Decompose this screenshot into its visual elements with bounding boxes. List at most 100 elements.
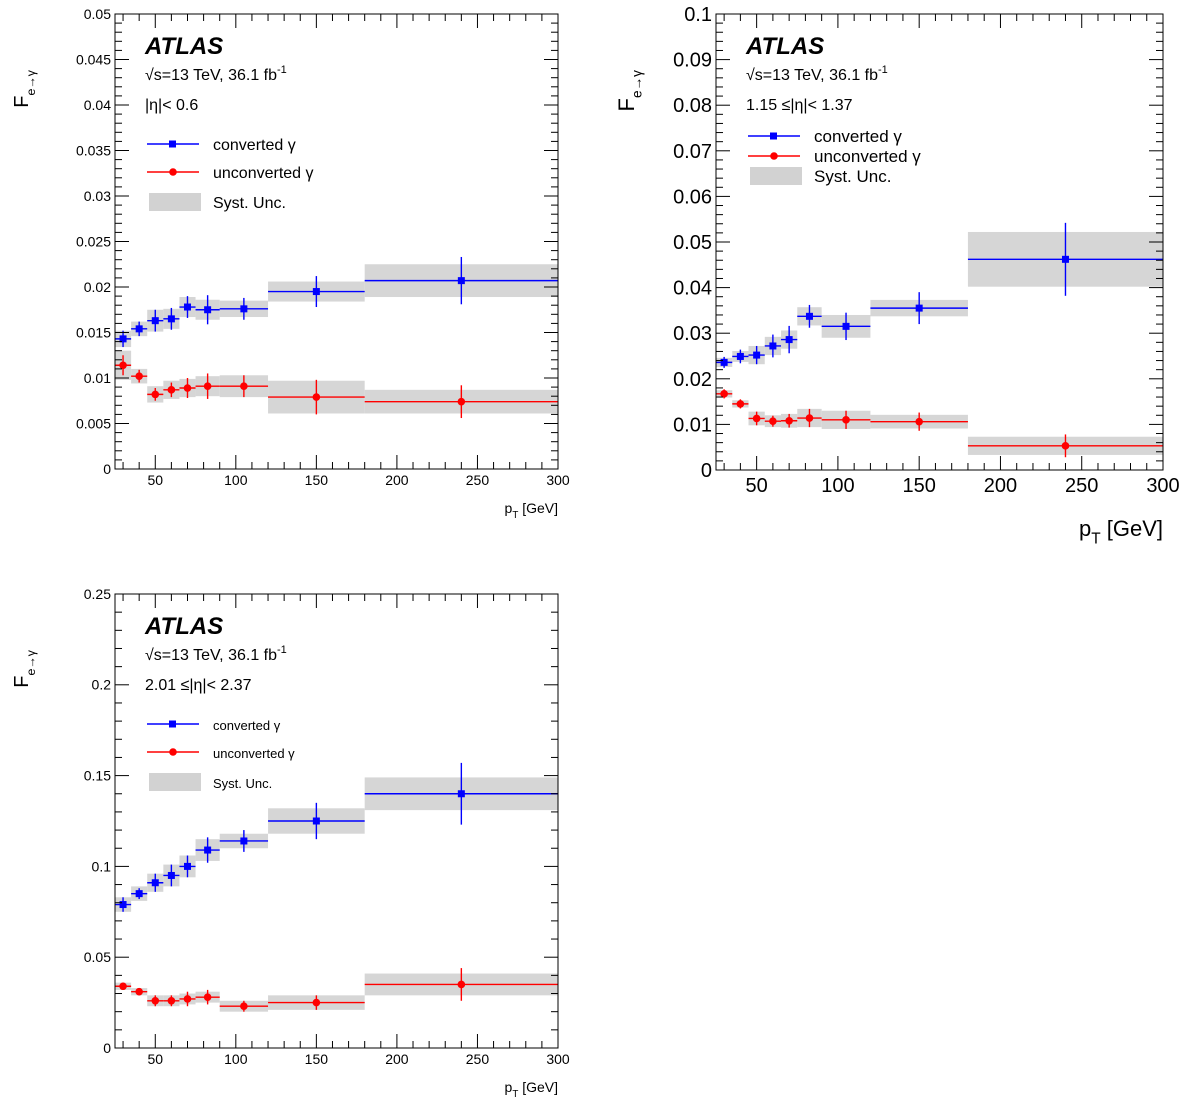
y-tick-label: 0.08 (673, 95, 712, 117)
data-point-circle (752, 414, 761, 423)
data-point-square (769, 342, 777, 350)
data-point-circle (119, 982, 127, 991)
x-tick-label: 250 (1065, 475, 1098, 497)
x-tick-label: 150 (305, 472, 329, 488)
data-point-circle (312, 998, 321, 1007)
y-tick-label: 0.04 (673, 278, 712, 300)
data-point-square (204, 306, 212, 314)
y-tick-label: 0.1 (684, 4, 712, 26)
data-point-circle (203, 382, 212, 390)
plot-area (115, 256, 558, 419)
legend-syst-swatch (750, 167, 802, 185)
plot-area (115, 762, 558, 1012)
x-tick-label: 50 (746, 475, 768, 497)
data-point-square (312, 288, 320, 296)
data-point-circle (240, 1002, 248, 1011)
data-point-circle (915, 417, 923, 426)
y-tick-label: 0.07 (673, 141, 712, 163)
data-point-circle (240, 382, 248, 390)
y-tick-label: 0.06 (673, 186, 712, 208)
energy-label: √s=13 TeV, 36.1 fb-1 (145, 64, 287, 84)
data-point-circle (151, 996, 160, 1005)
data-point-circle (183, 995, 192, 1003)
data-point-circle (183, 384, 192, 392)
legend-marker-circle (169, 168, 177, 176)
data-point-circle (135, 987, 143, 996)
y-tick-label: 0.2 (92, 677, 112, 693)
x-tick-label: 300 (546, 472, 570, 488)
data-point-square (240, 305, 248, 313)
energy-label: √s=13 TeV, 36.1 fb-1 (145, 644, 287, 664)
legend-label-syst: Syst. Unc. (213, 776, 272, 791)
y-tick-label: 0.03 (673, 323, 712, 345)
energy-label: √s=13 TeV, 36.1 fb-1 (746, 64, 888, 84)
y-tick-label: 0.035 (76, 142, 111, 158)
data-point-square (457, 277, 465, 285)
y-tick-label: 0.03 (84, 188, 111, 204)
y-tick-label: 0.02 (673, 369, 712, 391)
atlas-label: ATLAS (745, 33, 824, 60)
legend-marker-circle (169, 748, 177, 756)
legend-marker-square (169, 720, 176, 728)
data-point-square (167, 315, 175, 323)
data-point-circle (119, 361, 127, 370)
data-point-square (785, 336, 793, 344)
x-tick-label: 150 (902, 475, 935, 497)
legend-label-unconverted: unconverted γ (814, 147, 921, 166)
data-point-circle (1061, 442, 1070, 450)
data-point-square (183, 862, 191, 870)
data-point-circle (457, 980, 466, 989)
data-point-circle (805, 414, 814, 422)
y-tick-label: 0.025 (76, 233, 111, 249)
x-tick-label: 200 (385, 472, 409, 488)
legend-label-unconverted: unconverted γ (213, 746, 295, 761)
data-point-circle (151, 390, 160, 399)
chart-panel-1: 0 0.005 0.01 0.015 0.02 0.025 0.03 0.035 0.04 0.0… (11, 6, 570, 521)
x-tick-label: 50 (147, 472, 163, 488)
y-tick-label: 0.05 (84, 6, 111, 22)
y-tick-label: 0.04 (84, 97, 111, 113)
legend-label-syst: Syst. Unc. (814, 167, 891, 186)
data-point-circle (135, 372, 143, 380)
y-tick-label: 0.01 (84, 370, 111, 386)
legend-marker-square (770, 132, 777, 140)
data-point-square (183, 303, 191, 311)
y-tick-label: 0.15 (84, 768, 111, 784)
x-axis-label: pT [GeV] (505, 500, 558, 521)
x-axis-label: pT [GeV] (1079, 516, 1163, 548)
y-tick-label: 0 (103, 461, 111, 477)
y-tick-label: 0.02 (84, 279, 111, 295)
atlas-label: ATLAS (144, 33, 223, 60)
x-tick-label: 300 (546, 1051, 570, 1067)
chart-panel-3: 0 0.05 0.1 0.15 0.2 0.25 50 100 150 200 250 300 pT [… (11, 586, 570, 1100)
data-point-circle (842, 416, 850, 424)
y-tick-label: 0.005 (76, 415, 111, 431)
data-point-square (842, 322, 850, 330)
x-tick-label: 50 (147, 1051, 163, 1067)
data-point-square (135, 890, 143, 898)
data-point-square (119, 901, 127, 909)
legend-label-converted: converted γ (213, 718, 281, 733)
data-point-circle (457, 397, 466, 406)
data-point-square (720, 358, 728, 366)
x-tick-label: 300 (1146, 475, 1179, 497)
region-label: 2.01 ≤|η|< 2.37 (145, 677, 252, 694)
data-point-square (240, 837, 248, 845)
x-axis-label: pT [GeV] (505, 1079, 558, 1100)
legend-label-unconverted: unconverted γ (213, 165, 314, 182)
data-point-square (1061, 255, 1069, 263)
data-point-circle (720, 390, 728, 398)
plot-frame (114, 593, 559, 1049)
y-tick-label: 0 (103, 1040, 111, 1056)
legend-syst-swatch (149, 193, 201, 211)
y-axis-label: Fe→γ (11, 69, 38, 108)
region-label: |η|< 0.6 (145, 97, 198, 114)
y-tick-label: 0.09 (673, 50, 712, 72)
data-point-square (736, 352, 744, 360)
atlas-label: ATLAS (144, 613, 223, 640)
data-point-square (805, 312, 813, 320)
data-point-square (151, 879, 159, 887)
y-tick-label: 0.01 (673, 414, 712, 436)
x-tick-label: 100 (224, 472, 248, 488)
data-point-square (119, 335, 127, 343)
